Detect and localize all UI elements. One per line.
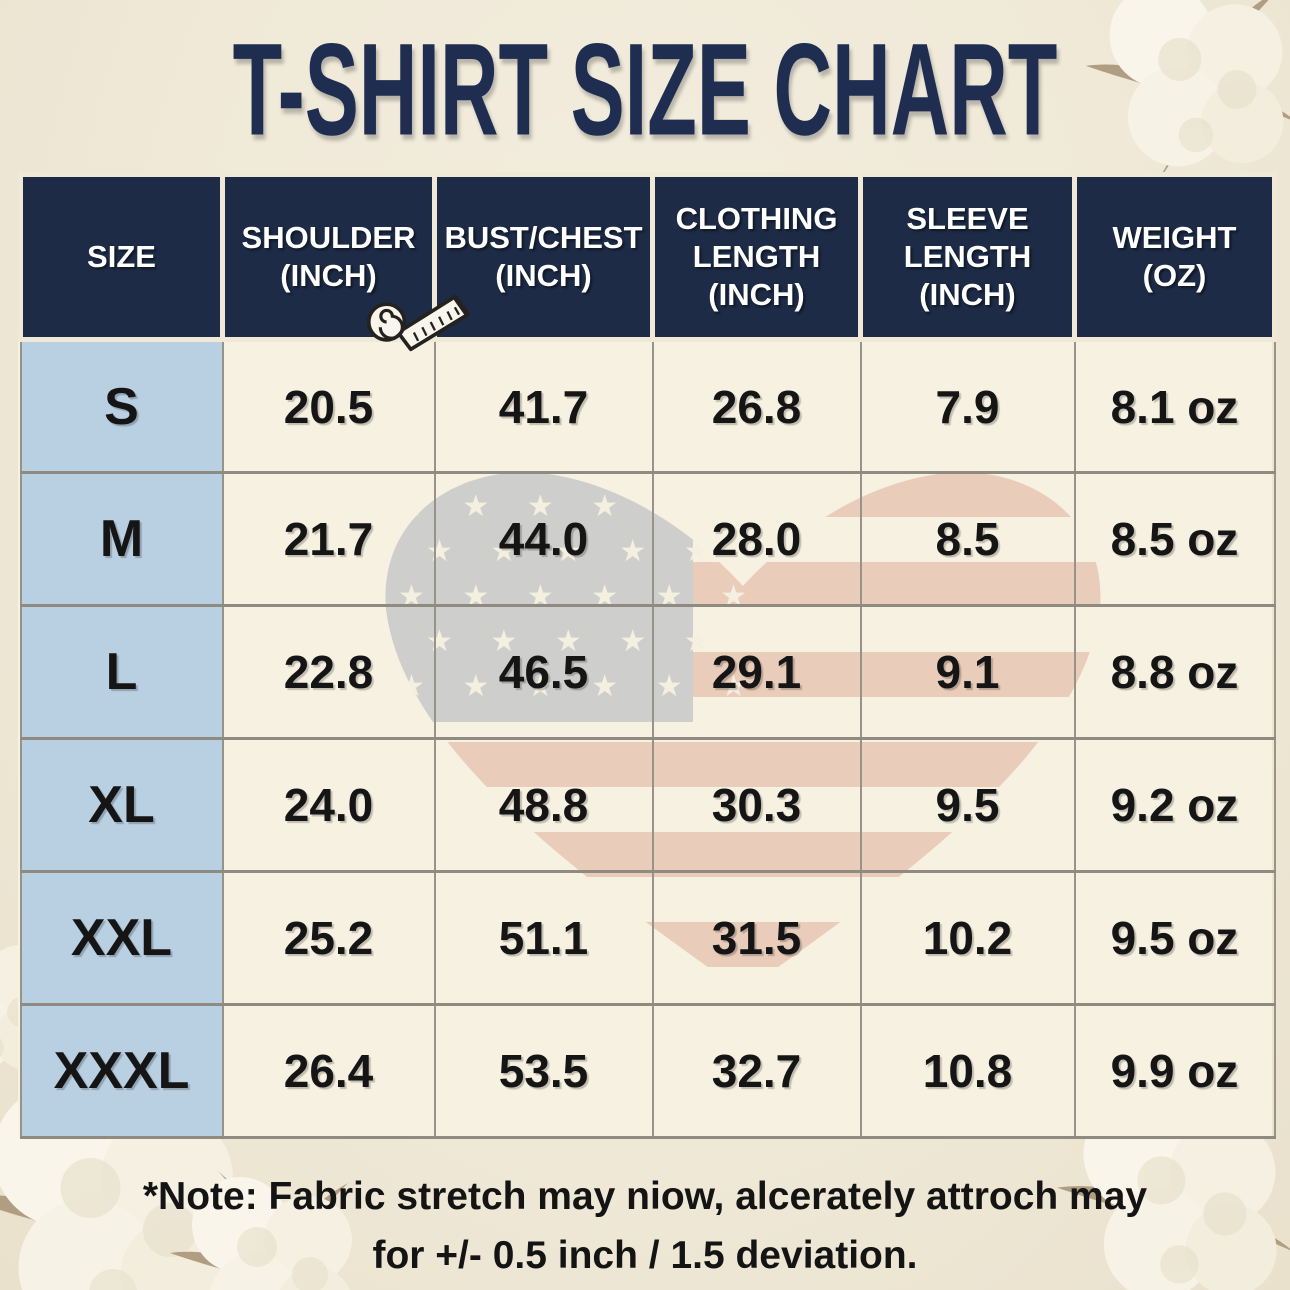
bust-chest-value: 51.1	[433, 870, 654, 1006]
size-label: XL	[19, 737, 224, 873]
bust-chest-value: 46.5	[433, 604, 654, 740]
table-row: XXL 25.2 51.1 31.5 10.2 9.5 oz	[19, 870, 1276, 1006]
clothing-length-value: 30.3	[651, 737, 862, 873]
bust-chest-value: 53.5	[433, 1003, 654, 1139]
shoulder-value: 22.8	[221, 604, 436, 740]
note-line-1: *Note: Fabric stretch may niow, alcerate…	[142, 1175, 1148, 1218]
table-row: XL 24.0 48.8 30.3 9.5 9.2 oz	[19, 737, 1276, 873]
sleeve-length-value: 10.2	[859, 870, 1076, 1006]
size-label: S	[19, 338, 224, 474]
clothing-length-value: 28.0	[651, 471, 862, 607]
shoulder-value: 24.0	[221, 737, 436, 873]
table-row: M 21.7 44.0 28.0 8.5 8.5 oz	[19, 471, 1276, 607]
shoulder-value: 21.7	[221, 471, 436, 607]
weight-value: 8.1 oz	[1073, 338, 1276, 474]
size-table: SIZE SHOULDER (INCH) BUST/CHEST (INCH) C…	[18, 172, 1277, 1139]
table-row: L 22.8 46.5 29.1 9.1 8.8 oz	[19, 604, 1276, 740]
table-row: XXXL 26.4 53.5 32.7 10.8 9.9 oz	[19, 1003, 1276, 1139]
size-label: M	[19, 471, 224, 607]
clothing-length-value: 31.5	[651, 870, 862, 1006]
note-line-2: for +/- 0.5 inch / 1.5 deviation.	[372, 1233, 918, 1277]
sleeve-length-value: 10.8	[859, 1003, 1076, 1139]
weight-value: 8.8 oz	[1073, 604, 1276, 740]
sleeve-length-value: 7.9	[859, 338, 1076, 474]
weight-value: 9.5 oz	[1073, 870, 1276, 1006]
size-label: XXL	[19, 870, 224, 1006]
shoulder-value: 25.2	[221, 870, 436, 1006]
header-cell-bust-chest: BUST/CHEST (INCH)	[432, 172, 655, 342]
weight-value: 9.2 oz	[1073, 737, 1276, 873]
size-table-container: ★ ★ ★ ★ ★ ★ ★ ★ ★ ★ ★ ★ ★ ★ ★ ★ ★ ★ ★ ★ …	[18, 172, 1277, 1139]
measuring-tape-icon	[366, 294, 470, 352]
shoulder-value: 20.5	[221, 338, 436, 474]
sleeve-length-value: 8.5	[859, 471, 1076, 607]
weight-value: 9.9 oz	[1073, 1003, 1276, 1139]
size-label: XXXL	[19, 1003, 224, 1139]
header-cell-sleeve-length: SLEEVE LENGTH (INCH)	[858, 172, 1077, 342]
sleeve-length-value: 9.5	[859, 737, 1076, 873]
bust-chest-value: 44.0	[433, 471, 654, 607]
weight-value: 8.5 oz	[1073, 471, 1276, 607]
header-row: SIZE SHOULDER (INCH) BUST/CHEST (INCH) C…	[18, 172, 1277, 342]
size-label: L	[19, 604, 224, 740]
note-text: *Note: Fabric stretch may niow, alcerate…	[0, 1168, 1290, 1285]
bust-chest-value: 41.7	[433, 338, 654, 474]
clothing-length-value: 29.1	[651, 604, 862, 740]
shoulder-value: 26.4	[221, 1003, 436, 1139]
clothing-length-value: 26.8	[651, 338, 862, 474]
table-row: S 20.5 41.7 26.8 7.9 8.1 oz	[19, 338, 1276, 474]
header-cell-clothing-length: CLOTHING LENGTH (INCH)	[650, 172, 863, 342]
clothing-length-value: 32.7	[651, 1003, 862, 1139]
header-cell-weight: WEIGHT (OZ)	[1072, 172, 1277, 342]
bust-chest-value: 48.8	[433, 737, 654, 873]
header-cell-size: SIZE	[18, 172, 225, 342]
page-title: T-SHIRT SIZE CHART	[232, 17, 1058, 164]
sleeve-length-value: 9.1	[859, 604, 1076, 740]
